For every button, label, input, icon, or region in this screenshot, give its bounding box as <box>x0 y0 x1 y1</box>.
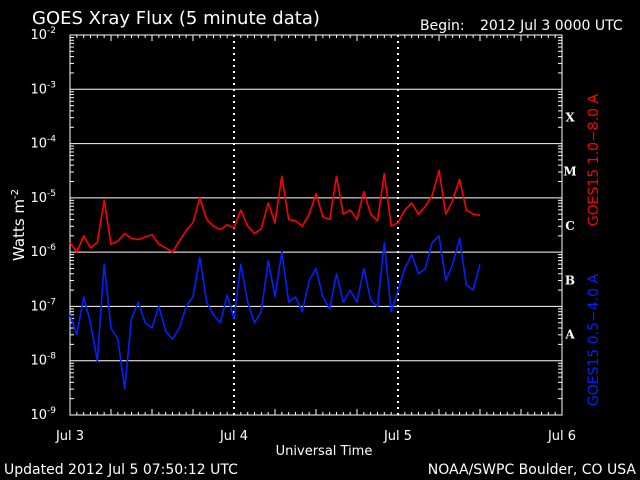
credit-text: NOAA/SWPC Boulder, CO USA <box>428 462 637 478</box>
x-tick-label: Jul 5 <box>383 429 412 444</box>
y-tick-label: 10-8 <box>30 352 56 369</box>
series-lines <box>69 169 481 390</box>
axes <box>69 34 563 416</box>
x-tick-label: Jul 4 <box>219 429 248 444</box>
y-axis-label-base: Watts m <box>10 199 28 261</box>
flare-class-a: A <box>564 328 575 342</box>
y-tick-label: 10-9 <box>30 406 56 423</box>
y-tick-label: 10-2 <box>30 26 56 43</box>
y-tick-label: 10-3 <box>30 80 56 97</box>
flare-class-c: C <box>565 219 575 233</box>
begin-value: 2012 Jul 3 0000 UTC <box>480 18 623 34</box>
chart-title: GOES Xray Flux (5 minute data) <box>32 8 320 29</box>
updated-timestamp: Updated 2012 Jul 5 07:50:12 UTC <box>4 462 238 478</box>
y-tick-label: 10-4 <box>30 135 56 152</box>
y-tick-label: 10-5 <box>30 189 56 206</box>
flare-class-labels: X M C B A <box>563 110 576 341</box>
flare-class-m: M <box>563 165 576 179</box>
x-tick-label: Jul 6 <box>547 429 576 444</box>
begin-label: Begin: <box>420 18 465 34</box>
legend-long-channel: GOES15 1.0−8.0 A <box>586 94 602 227</box>
series-line-long-channel <box>69 169 481 253</box>
x-tick-labels: Jul 3 Jul 4 Jul 5 Jul 6 <box>55 429 576 444</box>
grid <box>70 34 562 415</box>
y-tick-labels: 10-2 10-3 10-4 10-5 10-6 10-7 10-8 10-9 <box>30 26 56 423</box>
flare-class-x: X <box>565 110 575 124</box>
y-axis-label-exp: -2 <box>10 189 21 199</box>
x-axis-label: Universal Time <box>276 444 373 459</box>
flare-class-b: B <box>565 273 575 287</box>
series-line-short-channel <box>69 235 481 390</box>
y-axis-label: Watts m-2 <box>10 189 28 261</box>
y-tick-label: 10-7 <box>30 297 56 314</box>
x-tick-label: Jul 3 <box>55 429 84 444</box>
y-tick-label: 10-6 <box>30 243 56 260</box>
legend-short-channel: GOES15 0.5−4.0 A <box>586 274 602 407</box>
plot-frame <box>69 34 563 416</box>
